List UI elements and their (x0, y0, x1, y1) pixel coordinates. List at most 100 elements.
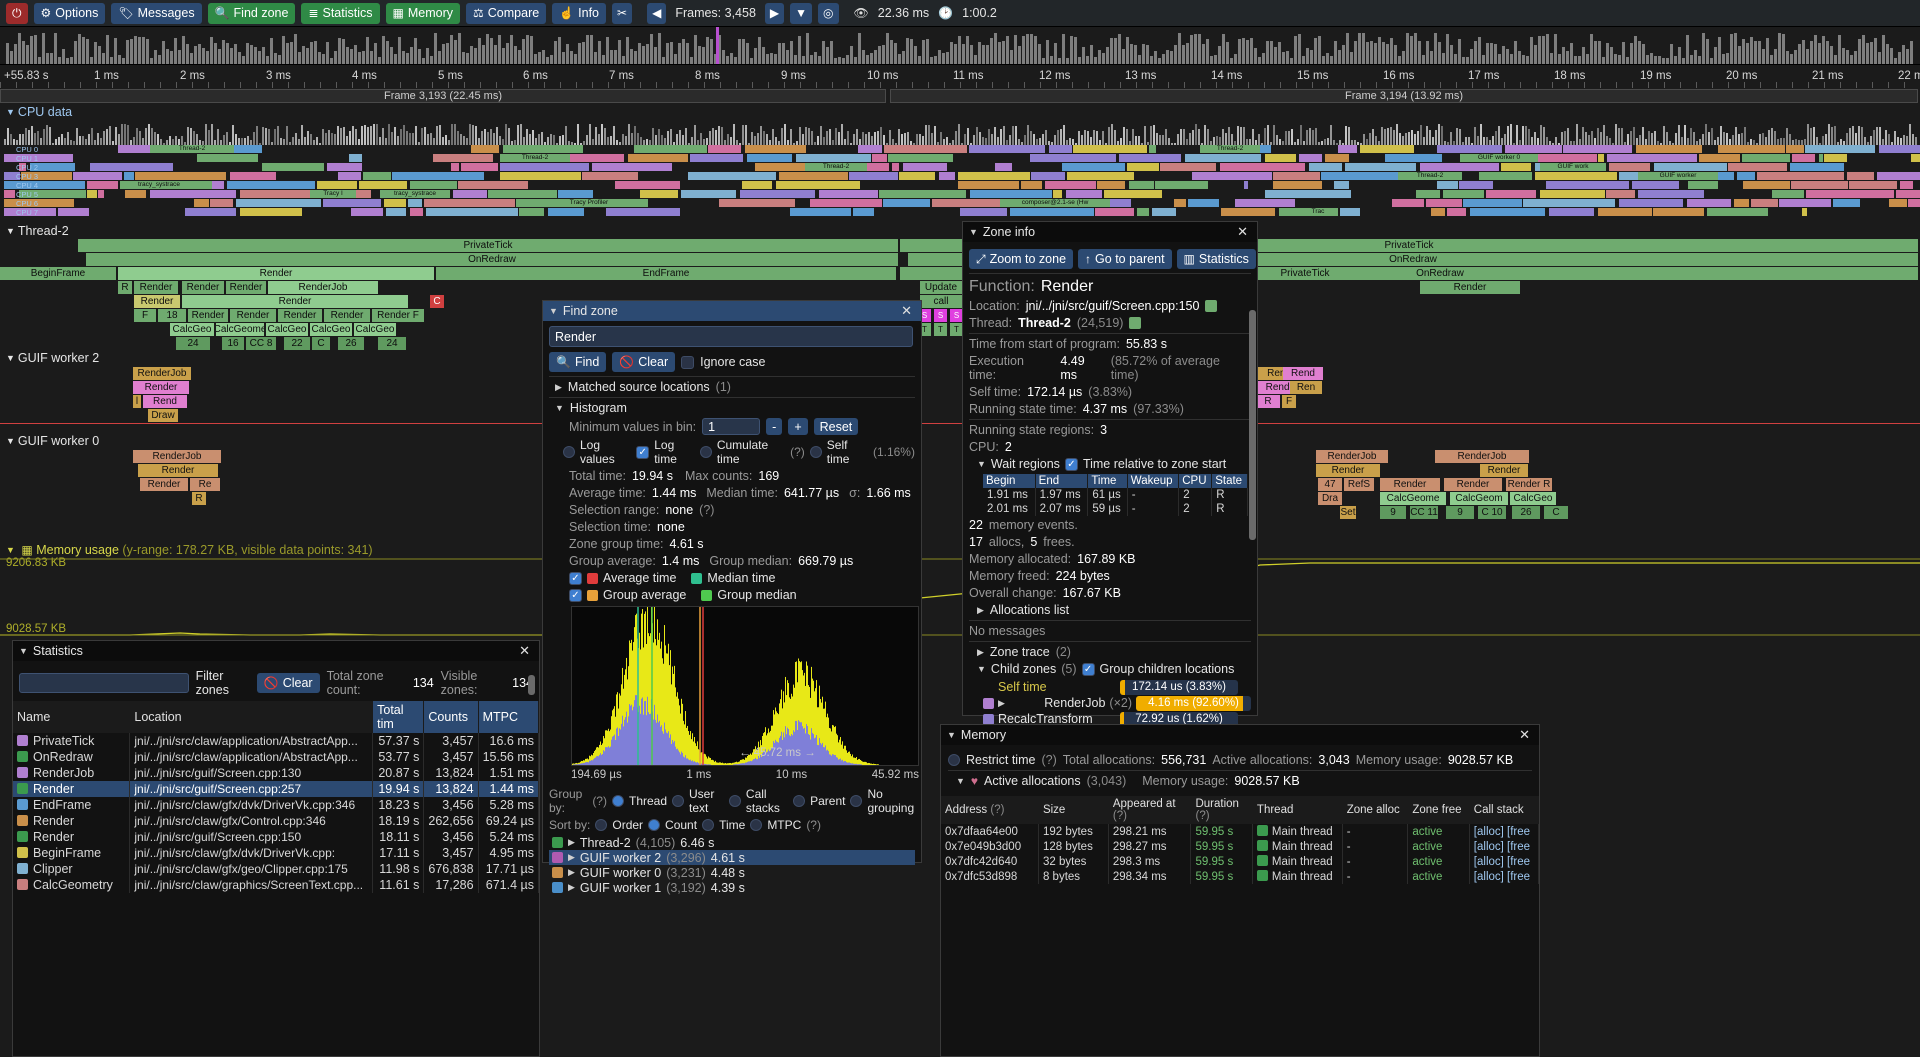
frame-bar[interactable] (1478, 37, 1481, 64)
frame-bar[interactable] (518, 50, 521, 64)
frame-bar[interactable] (1602, 57, 1605, 64)
mem-callstack-cell[interactable]: [alloc] [free (1469, 839, 1540, 854)
power-button[interactable]: ⏻ (6, 2, 28, 24)
cpu-zone[interactable] (1889, 199, 1907, 207)
frame-bar[interactable] (914, 46, 917, 64)
cpu-zone[interactable] (1598, 154, 1604, 162)
go-to-parent-button[interactable]: ↑ Go to parent (1078, 249, 1172, 269)
timeline-zone[interactable]: CC 8 (246, 337, 276, 350)
frame-bar[interactable] (1526, 56, 1529, 64)
frame-bar[interactable] (1258, 57, 1261, 64)
timeline-zone[interactable]: RenderJob (133, 450, 221, 463)
frame-bar[interactable] (1490, 43, 1493, 64)
frame-bar[interactable] (830, 41, 833, 64)
frame-bar[interactable] (818, 56, 821, 64)
frame-bar[interactable] (642, 46, 645, 64)
memory-button[interactable]: ▦ Memory (385, 2, 461, 24)
cpu-zone[interactable] (1688, 181, 1718, 189)
frame-bar[interactable] (950, 42, 953, 64)
frame-bar[interactable] (1262, 53, 1265, 64)
frame-bar[interactable] (310, 42, 313, 64)
statistics-header[interactable]: Name (13, 701, 131, 733)
cpu-zone[interactable] (1707, 208, 1768, 216)
frame-bar[interactable] (1290, 58, 1293, 64)
frame-bar[interactable] (1522, 55, 1525, 64)
frame-bar[interactable] (1626, 57, 1629, 64)
frame-bar[interactable] (1550, 53, 1553, 64)
cpu-zone[interactable] (1632, 181, 1679, 189)
frame-bar[interactable] (178, 50, 181, 64)
frame-bar[interactable] (542, 50, 545, 64)
frame-bar[interactable] (1658, 56, 1661, 64)
frame-bar[interactable] (1058, 58, 1061, 64)
frame-bar[interactable] (810, 55, 813, 64)
frame-bar[interactable] (1366, 42, 1369, 64)
frame-bar[interactable] (866, 55, 869, 64)
cpu-zone[interactable] (615, 181, 680, 189)
close-icon[interactable]: ✕ (1237, 224, 1248, 239)
frame-bar[interactable] (242, 56, 245, 64)
frame-bar[interactable] (878, 46, 881, 64)
frame-bar[interactable] (6, 43, 9, 64)
frame-bar[interactable] (1486, 43, 1489, 64)
frame-bar[interactable] (250, 45, 253, 64)
cpu-zone[interactable] (1067, 172, 1134, 180)
frame-bar[interactable] (398, 37, 401, 64)
frame-bar[interactable] (1094, 57, 1097, 64)
frame-bar[interactable] (738, 39, 741, 64)
cpu-zone[interactable] (1273, 172, 1320, 180)
close-icon[interactable]: ✕ (901, 303, 912, 318)
frame-bar[interactable] (762, 47, 765, 64)
frame-bar[interactable] (86, 39, 89, 64)
timeline-zone[interactable]: Render (278, 309, 322, 322)
cpu-zone[interactable] (1699, 154, 1740, 162)
frame-bar[interactable] (706, 37, 709, 64)
frame-bar[interactable] (930, 57, 933, 64)
frame-bar[interactable] (1190, 35, 1193, 64)
cpu-zone[interactable] (1031, 172, 1065, 180)
frame-bar[interactable] (1002, 41, 1005, 64)
cpu-zone[interactable] (349, 154, 362, 162)
frame-bar[interactable] (710, 39, 713, 64)
frame-bar[interactable] (594, 52, 597, 64)
cpu-zone[interactable] (410, 208, 423, 216)
frame-bar[interactable] (586, 35, 589, 64)
frame-bar[interactable] (562, 52, 565, 64)
frame-bar[interactable] (1034, 36, 1037, 64)
cpu-zone[interactable] (503, 145, 583, 153)
frame-bar[interactable] (82, 37, 85, 64)
timeline-zone[interactable]: CalcGeome (1380, 492, 1446, 505)
frame-bar[interactable] (550, 55, 553, 64)
timeline-zone[interactable]: Update (920, 281, 962, 294)
cpu-zone[interactable] (810, 199, 882, 207)
frame-bar[interactable] (1450, 45, 1453, 64)
average-time-toggle[interactable]: ✓ (569, 571, 582, 585)
cpu-zone[interactable] (1743, 181, 1790, 189)
cpu-zone[interactable] (451, 163, 459, 171)
ignore-case-checkbox[interactable] (681, 355, 695, 369)
frame-bar[interactable] (182, 36, 185, 64)
frame-bar[interactable] (1834, 55, 1837, 64)
frame-bar[interactable] (450, 35, 453, 64)
frame-bar[interactable] (1510, 54, 1513, 64)
timeline-zone[interactable]: PrivateTick (78, 239, 898, 252)
frame-bar[interactable] (342, 39, 345, 64)
frame-bar[interactable] (1134, 45, 1137, 64)
frame-bar[interactable] (62, 49, 65, 64)
frames-prev-button[interactable]: ◀ (647, 2, 667, 24)
cpu-zone[interactable] (240, 208, 302, 216)
frame-bar[interactable] (882, 45, 885, 64)
cpu-zone[interactable] (1849, 181, 1897, 189)
table-row[interactable]: Render jni/../jni/src/guif/Screen.cpp:25… (13, 781, 540, 797)
frame-bar[interactable] (154, 50, 157, 64)
frame-bar[interactable] (1466, 57, 1469, 64)
frame-bar[interactable] (1794, 50, 1797, 64)
cpu-zone[interactable] (995, 163, 1012, 171)
cpu-zone[interactable] (1062, 163, 1125, 171)
cpu-zone[interactable] (317, 181, 357, 189)
cpu-zone[interactable] (1420, 163, 1499, 171)
cpu-zone[interactable] (1896, 190, 1920, 198)
frame-bar[interactable] (1590, 34, 1593, 64)
cpu-zone[interactable] (1757, 172, 1844, 180)
cpu-zone[interactable] (634, 145, 707, 153)
